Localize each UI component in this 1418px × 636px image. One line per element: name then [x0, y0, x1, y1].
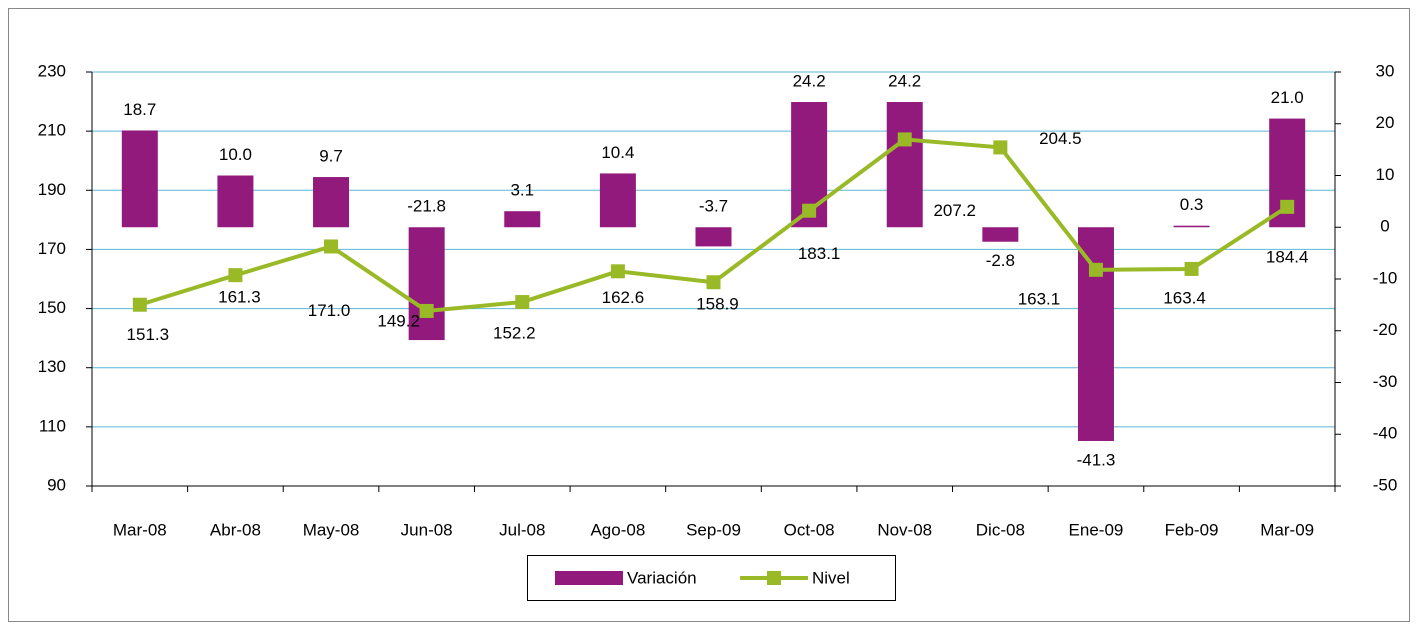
bar-value-label: 24.2	[888, 71, 921, 90]
bar	[695, 227, 732, 247]
line-marker	[1280, 199, 1295, 214]
x-tick-label: Feb-09	[1165, 520, 1219, 539]
x-tick-label: May-08	[303, 520, 360, 539]
bar-value-label: -21.8	[407, 197, 446, 216]
y-tick-label: 90	[47, 475, 66, 494]
line-marker	[802, 203, 817, 218]
line-marker	[706, 275, 721, 290]
y2-tick-label: 10	[1376, 165, 1395, 184]
line-marker	[610, 264, 625, 279]
line-marker	[1184, 261, 1199, 276]
bar	[313, 177, 350, 228]
x-tick-label: Oct-08	[784, 520, 835, 539]
y2-tick-label: -30	[1373, 372, 1398, 391]
x-tick-label: Jun-08	[401, 520, 453, 539]
bar-value-label: -3.7	[699, 197, 728, 216]
bar	[599, 173, 636, 228]
y2-tick-label: -20	[1373, 320, 1398, 339]
y2-tick-label: -50	[1373, 475, 1398, 494]
line-marker	[897, 132, 912, 147]
line-marker	[515, 295, 530, 310]
bar-value-label: 24.2	[793, 71, 826, 90]
legend-swatch	[555, 571, 623, 585]
y-tick-label: 170	[38, 239, 66, 258]
bar	[982, 227, 1019, 242]
line-marker	[228, 268, 243, 283]
line-marker	[132, 297, 147, 312]
bar	[217, 175, 254, 228]
bar-value-label: 10.0	[219, 145, 252, 164]
x-tick-label: Ago-08	[590, 520, 645, 539]
y2-tick-label: 30	[1376, 61, 1395, 80]
legend-swatch-marker	[767, 571, 781, 585]
line-value-label: 162.6	[602, 288, 645, 307]
line-marker	[324, 239, 339, 254]
legend-label: Nivel	[812, 568, 850, 587]
y2-tick-label: -40	[1373, 424, 1398, 443]
y-tick-label: 230	[38, 61, 66, 80]
bar-value-label: 21.0	[1271, 88, 1304, 107]
x-tick-label: Jul-08	[499, 520, 545, 539]
line-value-label: 183.1	[798, 244, 841, 263]
line-value-label: 163.1	[1018, 289, 1061, 308]
x-tick-label: Dic-08	[976, 520, 1025, 539]
y-tick-label: 150	[38, 298, 66, 317]
x-tick-label: Abr-08	[210, 520, 261, 539]
bar	[1173, 225, 1210, 228]
bar-value-label: 3.1	[510, 181, 534, 200]
line-marker	[419, 303, 434, 318]
line-value-label: 184.4	[1266, 247, 1309, 266]
bar-value-label: -2.8	[986, 251, 1015, 270]
line-value-label: 152.2	[493, 324, 536, 343]
y-tick-label: 110	[39, 416, 66, 435]
y-tick-label: 190	[38, 180, 66, 199]
line-marker	[1088, 262, 1103, 277]
x-tick-label: Ene-09	[1069, 520, 1124, 539]
bar-value-label: 18.7	[123, 100, 156, 119]
y2-tick-label: 20	[1376, 113, 1395, 132]
line-value-label: 151.3	[127, 325, 170, 344]
bar	[886, 102, 923, 228]
x-tick-label: Sep-09	[686, 520, 741, 539]
bar-value-label: 10.4	[601, 143, 634, 162]
y-tick-label: 210	[38, 121, 66, 140]
bar-value-label: 9.7	[319, 147, 343, 166]
bar	[1077, 227, 1114, 441]
line-value-label: 163.4	[1163, 288, 1206, 307]
line-value-label: 158.9	[696, 295, 739, 314]
bar	[504, 211, 541, 228]
x-tick-label: Mar-08	[113, 520, 167, 539]
chart-border	[8, 8, 1410, 622]
line-value-label: 149.2	[377, 311, 420, 330]
legend-label: Variación	[627, 568, 697, 587]
bar	[408, 227, 445, 341]
line-marker	[993, 140, 1008, 155]
x-tick-label: Mar-09	[1260, 520, 1314, 539]
bar-value-label: -41.3	[1077, 450, 1116, 469]
bar-value-label: 0.3	[1180, 195, 1204, 214]
line-value-label: 204.5	[1039, 129, 1082, 148]
line-value-label: 161.3	[218, 288, 261, 307]
line-value-label: 207.2	[933, 201, 976, 220]
y2-tick-label: 0	[1380, 217, 1389, 236]
y-tick-label: 130	[38, 357, 66, 376]
line-value-label: 171.0	[308, 301, 351, 320]
y2-tick-label: -10	[1373, 268, 1398, 287]
x-tick-label: Nov-08	[877, 520, 932, 539]
bar	[121, 130, 158, 228]
